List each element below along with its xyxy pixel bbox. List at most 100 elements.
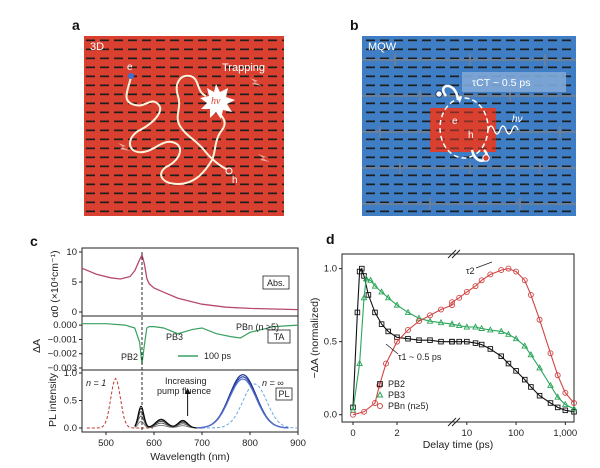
absorption-line	[82, 253, 298, 311]
electron-marker	[128, 73, 134, 79]
trapping-bolt-icon	[118, 143, 130, 151]
trapping-bolt-icon	[250, 78, 262, 86]
pbn-marker	[478, 277, 485, 284]
pb2-marker	[547, 400, 554, 406]
legend-label: PB2	[388, 379, 405, 389]
x-tick-label: 800	[242, 438, 258, 449]
pb3-marker	[527, 351, 535, 358]
pb2-marker	[365, 292, 372, 298]
pb3-marker	[497, 327, 505, 334]
ninf-label: n = ∞	[262, 378, 284, 388]
pb3-marker	[463, 323, 471, 330]
pbn-marker	[472, 283, 479, 290]
n1-label: n = 1	[86, 378, 106, 388]
panel-c-letter: c	[30, 233, 38, 249]
pb3-marker	[367, 276, 374, 283]
legend-box	[275, 387, 293, 401]
pbn-marker	[571, 400, 577, 406]
x-tick-label: 2	[394, 428, 399, 439]
panel-a-letter: a	[72, 17, 80, 33]
pbn-marker	[527, 291, 534, 298]
pb2-label: PB2	[121, 352, 138, 362]
exciton-dashed-ring	[439, 97, 489, 159]
ninf-reference-line	[202, 383, 297, 429]
pb3-marker	[536, 364, 543, 371]
pl-main-line	[197, 378, 289, 429]
pb2-marker	[378, 321, 385, 327]
pbn-marker	[554, 372, 561, 379]
axis-break-mark	[447, 417, 457, 427]
legend-swatch	[377, 403, 383, 409]
pbn-marker	[505, 265, 512, 272]
pb3-marker	[371, 282, 379, 289]
pb3-marker	[521, 342, 529, 349]
pbn-marker	[562, 389, 569, 396]
pbn-marker	[498, 267, 505, 274]
pb2-marker	[438, 338, 444, 345]
x-tick-label: 600	[146, 438, 162, 449]
pbn-marker	[449, 302, 455, 309]
pb3-marker	[547, 381, 554, 388]
pb3-marker	[384, 294, 392, 301]
pb3-marker	[505, 330, 512, 337]
electron-marker	[435, 90, 443, 98]
trapping-bolt-icon	[258, 154, 270, 162]
pbn-marker	[427, 312, 433, 319]
tau2-label: τ2	[466, 266, 475, 276]
y-tick-label: 0.000	[53, 320, 77, 331]
pb3-marker	[448, 320, 456, 327]
legend-box	[262, 275, 290, 290]
pb2-marker	[405, 335, 411, 342]
y-tick-label: 5	[72, 277, 77, 288]
y-axis-label: −ΔA (normalized)	[309, 298, 321, 379]
charge-transfer-arrow	[442, 84, 460, 101]
panel-a-trapping-label: Trapping	[222, 62, 265, 74]
pbn-marker	[361, 408, 367, 415]
pb3-marker	[362, 275, 370, 282]
legend-label: Abs.	[267, 278, 285, 288]
y-tick-label: −0.002	[48, 349, 77, 360]
y-tick-label: 0.0	[64, 423, 77, 434]
tau2-pointer	[475, 261, 493, 269]
pb2-marker	[478, 341, 485, 348]
pb3-marker	[554, 393, 562, 400]
pbn-marker	[513, 268, 520, 275]
y-tick-label: 10	[66, 247, 77, 258]
hole-marker	[482, 154, 490, 162]
pb2-marker	[487, 346, 494, 352]
panel-d-kinetics: 0.0 0.5 1.0 0 2 10 100 1,000 Delay time (ps) −ΔA …	[309, 249, 578, 451]
hole-marker	[225, 167, 233, 175]
y-tick-label: 0.5	[324, 337, 337, 348]
legend-label: PL	[278, 389, 289, 399]
pbn-marker	[449, 299, 455, 306]
pb2-marker	[456, 338, 462, 345]
fit-line-1	[352, 278, 575, 411]
panel-a-tag: 3D	[90, 41, 104, 53]
pb2-marker	[416, 337, 422, 343]
x-tick-label: 100	[508, 428, 524, 439]
fit-line-0	[352, 267, 575, 413]
pb2-marker	[554, 404, 561, 411]
panel-d-letter: d	[326, 231, 335, 247]
hole-random-walk	[175, 74, 229, 171]
legend-box	[267, 329, 291, 344]
axis-break-mark	[447, 249, 457, 259]
pb2-marker	[354, 309, 361, 316]
tau-ct-box: τCT ~ 0.5 ps	[462, 72, 566, 92]
pb3-marker	[378, 288, 385, 295]
ta-line	[82, 323, 298, 364]
pbn-marker	[350, 411, 356, 418]
pl-fluence-line	[134, 405, 202, 429]
pb2-marker	[472, 340, 479, 346]
y-axis-label: α0 (×10⁴cm⁻¹)	[49, 250, 61, 317]
pb3-marker	[472, 323, 479, 330]
pb2-marker	[536, 392, 543, 399]
emission-burst-icon	[200, 84, 235, 119]
pbn-label: PBn (n ≥5)	[236, 322, 279, 332]
legend-swatch	[377, 381, 383, 387]
panel-b-hv-label: hν	[512, 114, 523, 125]
legend-label: TA	[274, 332, 285, 342]
pbn-marker	[383, 360, 389, 367]
